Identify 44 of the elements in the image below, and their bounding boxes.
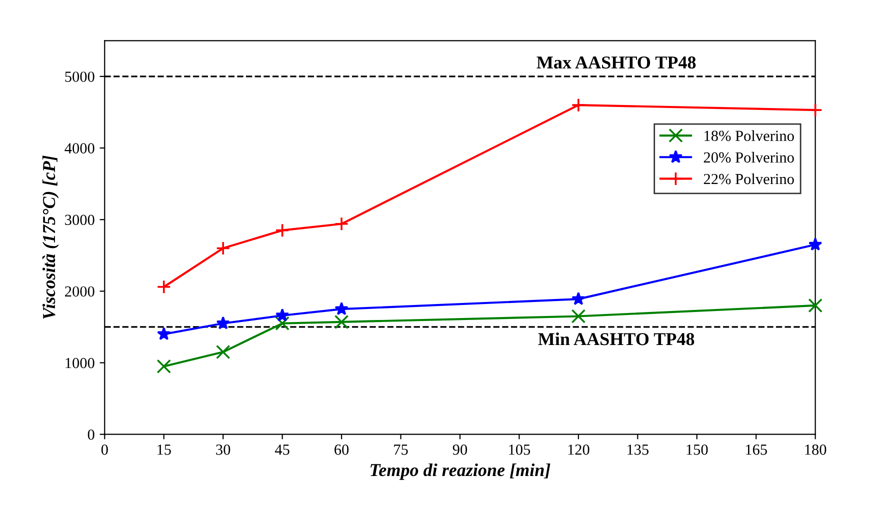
x-tick-label: 165 bbox=[746, 444, 767, 455]
x-tick-label: 0 bbox=[101, 444, 108, 455]
point bbox=[808, 298, 822, 313]
y-tick-label: 2000 bbox=[65, 286, 94, 297]
point bbox=[157, 326, 171, 340]
point bbox=[275, 223, 290, 238]
x-axis-title: Tempo di reazione [min] bbox=[370, 463, 550, 480]
point bbox=[334, 216, 349, 232]
x-tick-label: 180 bbox=[805, 444, 826, 455]
point bbox=[334, 314, 349, 330]
point bbox=[571, 309, 586, 324]
x-tick-label: 135 bbox=[628, 444, 649, 455]
legend-label: 18% Polverino bbox=[704, 130, 794, 142]
y-tick-label: 1000 bbox=[66, 358, 94, 368]
point bbox=[156, 280, 172, 294]
x-tick-label: 90 bbox=[452, 444, 468, 455]
point bbox=[571, 98, 586, 112]
y-tick-label: 5000 bbox=[65, 72, 94, 82]
ref-line-label: Min AASHTO TP48 bbox=[538, 332, 694, 346]
point bbox=[156, 359, 172, 374]
x-tick-label: 60 bbox=[334, 444, 349, 455]
x-tick-label: 105 bbox=[509, 444, 530, 455]
legend-label: 20% Polverino bbox=[704, 152, 794, 163]
x-tick-label: 15 bbox=[158, 444, 171, 455]
point bbox=[216, 316, 230, 330]
point bbox=[808, 237, 822, 251]
point bbox=[275, 308, 290, 322]
point bbox=[275, 316, 290, 331]
x-tick-label: 45 bbox=[274, 444, 290, 455]
y-tick-label: 4000 bbox=[64, 143, 94, 154]
point bbox=[334, 302, 348, 316]
point bbox=[216, 241, 230, 256]
y-axis-title: Viscosità (175°C) [cP] bbox=[42, 156, 59, 319]
legend-label: 22% Polverino bbox=[704, 173, 794, 184]
x-tick-label: 30 bbox=[216, 444, 230, 455]
point bbox=[216, 344, 230, 360]
y-tick-label: 0 bbox=[88, 429, 94, 440]
x-tick-label: 150 bbox=[686, 444, 708, 455]
y-tick-label: 3000 bbox=[65, 214, 94, 226]
x-tick-label: 75 bbox=[394, 444, 408, 455]
ref-line-label: Max AASHTO TP48 bbox=[536, 56, 696, 69]
x-tick-label: 120 bbox=[568, 444, 590, 455]
point bbox=[572, 292, 586, 306]
point bbox=[808, 102, 822, 118]
